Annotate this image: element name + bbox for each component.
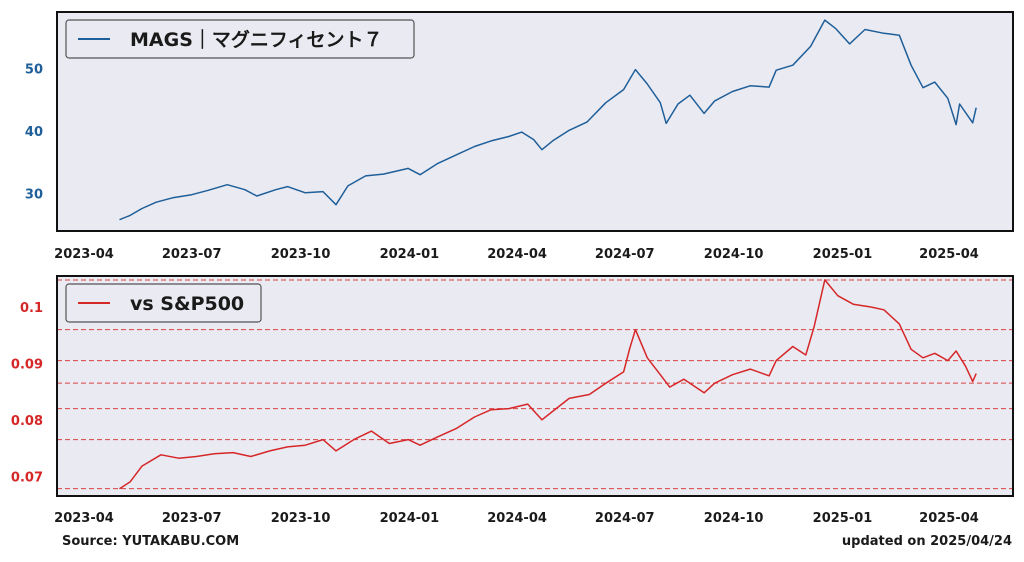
chart-panel-2: 0.07 0.08 0.09 0.1 2023-04 2023-07 2023-10 2024… xyxy=(11,275,1014,526)
x-tick-label: 2024-04 xyxy=(487,511,547,526)
x-tick-label: 2023-04 xyxy=(54,511,114,526)
x-tick-label: 2024-07 xyxy=(595,247,655,262)
plot-frame xyxy=(56,11,1014,232)
x-tick-label: 2023-07 xyxy=(162,511,222,526)
y-tick-label: 0.08 xyxy=(11,414,43,429)
series-line-1 xyxy=(119,19,977,221)
x-tick-label: 2024-01 xyxy=(380,511,440,526)
legend-box xyxy=(65,283,262,323)
x-tick-label: 2023-10 xyxy=(271,511,331,526)
x-tick-label: 2024-07 xyxy=(595,511,655,526)
plot-frame xyxy=(56,275,1014,497)
legend-label: MAGS｜マグニフィセント７ xyxy=(130,28,383,51)
y-tick-label: 30 xyxy=(25,187,43,202)
x-tick-label: 2025-04 xyxy=(919,511,979,526)
y-tick-label: 50 xyxy=(25,62,43,77)
chart-panel-1: 30 40 50 2023-04 2023-07 2023-10 2024-01 2024-0… xyxy=(25,11,1014,262)
x-tick-label: 2023-07 xyxy=(162,247,222,262)
x-tick-label: 2025-04 xyxy=(919,247,979,262)
source-label: Source: YUTAKABU.COM xyxy=(62,534,240,549)
x-tick-label: 2023-04 xyxy=(54,247,114,262)
x-tick-label: 2024-04 xyxy=(487,247,547,262)
legend-label: vs S&P500 xyxy=(130,293,244,315)
x-tick-label: 2024-10 xyxy=(704,247,764,262)
x-tick-label: 2025-01 xyxy=(813,511,873,526)
updated-date-label: updated on 2025/04/24 xyxy=(841,534,1012,549)
x-tick-label: 2024-10 xyxy=(704,511,764,526)
legend-box xyxy=(65,19,415,59)
y-tick-label: 40 xyxy=(25,125,43,140)
y-tick-label: 0.09 xyxy=(11,357,43,372)
y-tick-label: 0.1 xyxy=(20,301,43,316)
y-tick-label: 0.07 xyxy=(11,470,43,485)
x-tick-label: 2025-01 xyxy=(813,247,873,262)
x-tick-label: 2023-10 xyxy=(271,247,331,262)
series-line-1 xyxy=(119,279,977,490)
x-tick-label: 2024-01 xyxy=(380,247,440,262)
